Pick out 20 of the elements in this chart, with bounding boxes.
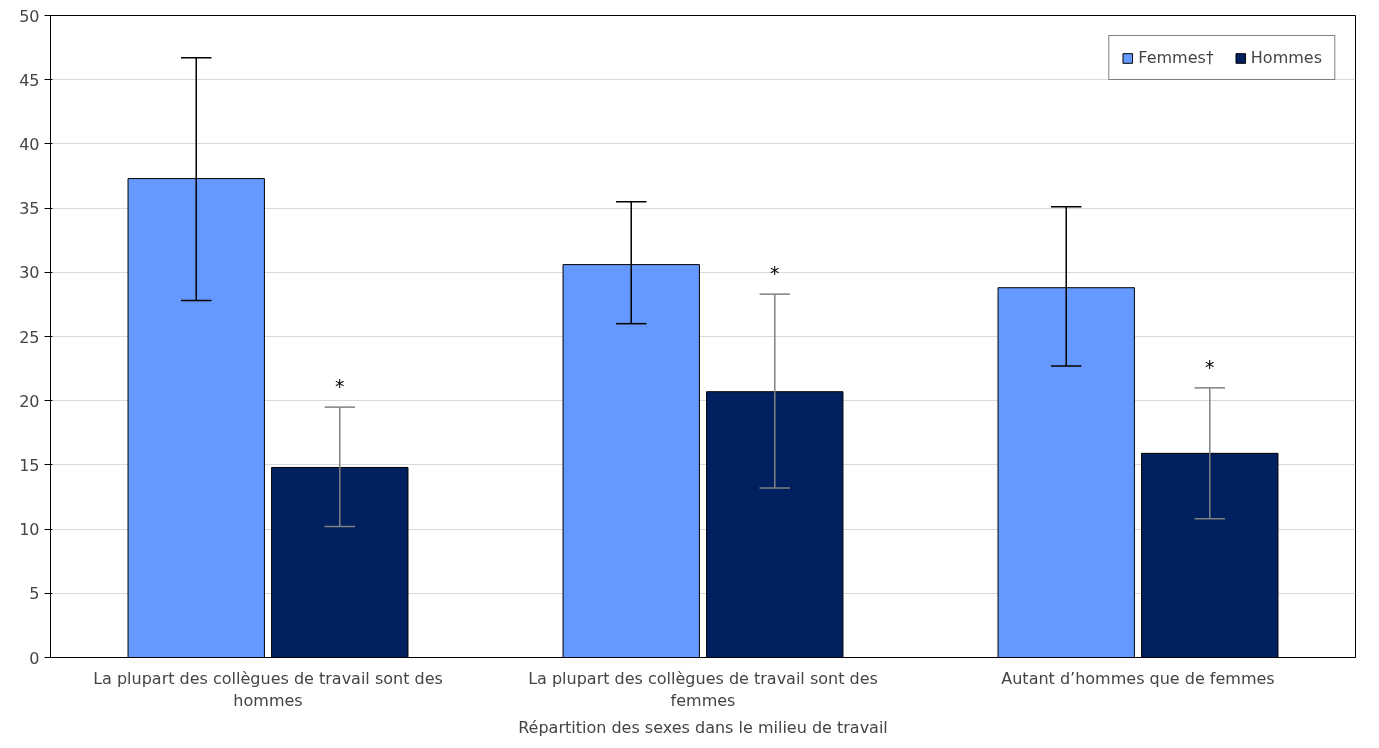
y-tick-label: 35 <box>19 199 40 219</box>
legend-label: Femmes† <box>1138 48 1214 67</box>
annotation: * <box>770 263 780 285</box>
y-tick-label: 15 <box>19 455 40 475</box>
x-axis-title: Répartition des sexes dans le milieu de travail <box>518 718 888 738</box>
x-tick-label: La plupart des collègues de travail sont des hommes <box>93 668 443 711</box>
annotation: * <box>1205 357 1215 379</box>
y-tick-label: 40 <box>19 134 40 154</box>
annotation: * <box>335 376 345 398</box>
x-tick-label: Autant d’hommes que de femmes <box>1001 668 1275 688</box>
y-tick-label: 20 <box>19 391 40 411</box>
y-tick-label: 30 <box>19 263 40 283</box>
y-tick-label: 50 <box>19 6 40 26</box>
y-tick-label: 25 <box>19 327 40 347</box>
y-tick-label: 10 <box>19 520 40 540</box>
x-tick-label: La plupart des collègues de travail sont des femmes <box>528 668 878 711</box>
y-tick-label: 5 <box>29 584 40 604</box>
legend-label: Hommes <box>1250 48 1322 67</box>
y-tick-label: 0 <box>29 648 40 668</box>
y-tick-label: 45 <box>19 70 40 90</box>
